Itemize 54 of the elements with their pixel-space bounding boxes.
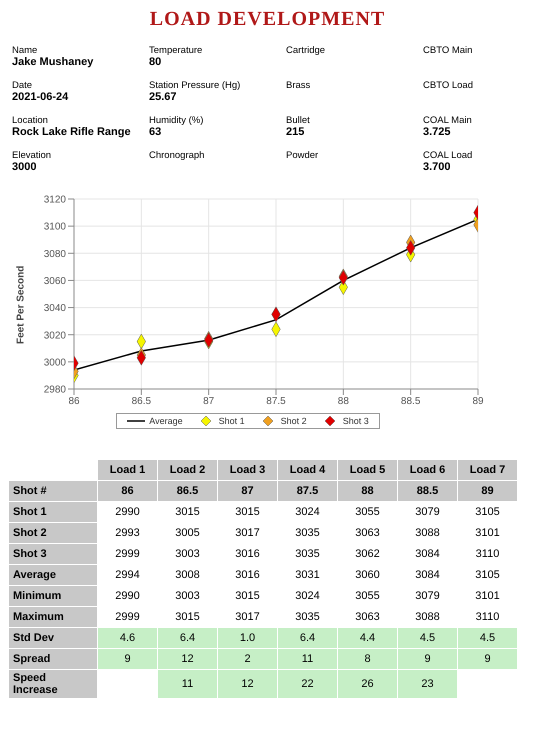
text: Std Dev 4.6 6.4 1.0 6.4 4.4 4.5 4.5 <box>13 632 496 644</box>
text: Shot 2 2993 3005 3017 3035 3063 3088 3101 <box>13 527 500 539</box>
text: Load 5 <box>338 460 398 480</box>
text: CBTO Load <box>423 80 474 91</box>
text: Humidity (%) 63 <box>149 115 204 138</box>
text: Maximum 2999 3015 3017 3035 3063 3088 3110 <box>13 611 500 623</box>
y-axis-title: Feet Per Second <box>16 266 27 344</box>
y-tick-label: 3120 <box>44 194 66 206</box>
text: Chronograph <box>149 150 206 161</box>
legend-label: Average <box>149 416 183 426</box>
y-tick-label: 3000 <box>44 357 66 368</box>
legend-label: Shot 3 <box>342 416 369 426</box>
x-tick-label: 86 <box>68 396 80 408</box>
text: Powder <box>286 150 320 161</box>
text: Load 3 <box>218 460 278 480</box>
legend-label: Shot 1 <box>218 416 245 426</box>
text: Minimum 2990 3003 3015 3024 3055 3079 3101 <box>13 590 500 602</box>
text: Elevation 3000 <box>12 150 52 173</box>
text: Station Pressure (Hg) 25.67 <box>149 80 242 103</box>
text: Shot 1 2990 3015 3015 3024 3055 3079 3105 <box>13 506 500 518</box>
text: Load 1 <box>98 460 158 480</box>
y-tick-label: 3100 <box>44 222 66 233</box>
text: COAL Load 3.700 <box>423 150 474 173</box>
text: Load 7 <box>458 460 518 480</box>
x-tick-label: 86.5 <box>132 396 152 408</box>
y-tick-label: 2980 <box>44 384 66 396</box>
text: Location Rock Lake Rifle Range <box>12 115 132 138</box>
text: Load 4 <box>278 460 338 480</box>
text: COAL Main 3.725 <box>423 115 473 138</box>
text: Load 6 <box>398 460 458 480</box>
text: Brass <box>286 80 312 91</box>
text: Average 2994 3008 3016 3031 3060 3084 3105 <box>13 569 500 581</box>
text: Speed Increase 11 12 22 26 23 <box>13 672 434 696</box>
text: Load 2 <box>158 460 218 480</box>
x-tick-label: 87 <box>203 396 215 408</box>
text: CBTO Main <box>423 45 474 56</box>
x-tick-label: 88.5 <box>400 396 421 408</box>
y-tick-label: 3040 <box>44 303 66 314</box>
text: Shot # 86 86.5 87 87.5 88 88.5 89 <box>13 485 494 497</box>
x-tick-label: 87.5 <box>266 396 286 408</box>
x-tick-label: 89 <box>472 396 484 408</box>
text: Spread 9 12 2 11 8 9 9 <box>13 653 491 665</box>
y-tick-label: 3080 <box>44 248 66 260</box>
text: Temperature 80 <box>149 45 204 68</box>
chart-title: LOAD DEVELOPMENT <box>148 8 386 31</box>
y-tick-label: 3020 <box>44 330 66 342</box>
text: Date 2021-06-24 <box>12 80 70 103</box>
text: Bullet 215 <box>286 115 311 138</box>
text: Cartridge <box>286 45 326 56</box>
legend-label: Shot 2 <box>280 416 307 426</box>
text: Name Jake Mushaney <box>12 45 94 68</box>
x-tick-label: 88 <box>338 396 350 408</box>
y-tick-label: 3060 <box>44 276 66 287</box>
text: Shot 3 2999 3003 3016 3035 3062 3084 3110 <box>13 548 500 560</box>
